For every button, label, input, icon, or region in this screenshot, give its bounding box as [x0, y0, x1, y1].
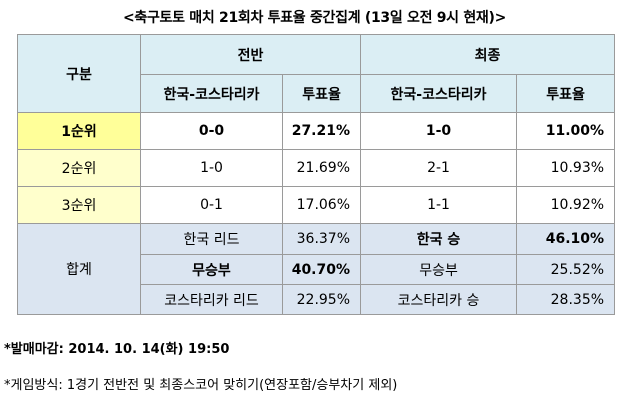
table-row: 무승부 40.70% 무승부 25.52% [18, 254, 616, 285]
table-row: 합계 한국 리드 36.37% 한국 승 46.10% [17, 223, 616, 315]
half-total-rate: 36.37% [281, 223, 362, 255]
half-total-label: 코스타리카 리드 [140, 284, 283, 315]
final-total-label: 무승부 [360, 254, 518, 285]
half-total-rate: 40.70% [281, 254, 362, 285]
header-half-score: 한국-코스타리카 [140, 74, 283, 113]
header-final: 최종 [360, 34, 616, 75]
final-score: 1-0 [360, 112, 518, 150]
half-rate: 21.69% [281, 149, 362, 187]
header-final-rate: 투표율 [516, 74, 616, 113]
half-total-label: 한국 리드 [140, 223, 283, 255]
final-rate: 10.93% [516, 149, 616, 187]
final-score: 2-1 [360, 149, 518, 187]
final-total-label: 한국 승 [360, 223, 518, 255]
final-total-rate: 28.35% [516, 284, 616, 315]
table-row: 3순위 0-1 17.06% 1-1 10.92% [17, 186, 616, 224]
rank-label: 3순위 [17, 186, 141, 224]
header-first-half: 전반 [139, 34, 362, 75]
header-half-rate: 투표율 [281, 74, 362, 113]
final-total-label: 코스타리카 승 [360, 284, 518, 315]
final-rate: 11.00% [516, 112, 616, 150]
vote-rate-table: 구분 전반 최종 한국-코스타리카 투표율 한국-코스타리카 투표율 1순위 0… [17, 34, 616, 315]
half-score: 0-1 [140, 186, 283, 224]
rank-label: 2순위 [17, 149, 141, 187]
half-score: 0-0 [140, 112, 283, 150]
final-score: 1-1 [360, 186, 518, 224]
deadline-note: *발매마감: 2014. 10. 14(화) 19:50 [4, 342, 230, 357]
final-total-rate: 25.52% [516, 254, 616, 285]
header-category: 구분 [17, 34, 141, 113]
final-total-rate: 46.10% [516, 223, 616, 255]
table-row: 1순위 0-0 27.21% 1-0 11.00% [17, 112, 616, 150]
header-final-score: 한국-코스타리카 [360, 74, 518, 113]
half-total-label: 무승부 [140, 254, 283, 285]
rank-label: 1순위 [17, 112, 141, 150]
table-row: 2순위 1-0 21.69% 2-1 10.93% [17, 149, 616, 187]
game-method-note: *게임방식: 1경기 전반전 및 최종스코어 맞히기(연장포함/승부차기 제외) [4, 378, 398, 393]
half-rate: 17.06% [281, 186, 362, 224]
half-rate: 27.21% [281, 112, 362, 150]
table-row: 코스타리카 리드 22.95% 코스타리카 승 28.35% [18, 284, 616, 315]
half-total-rate: 22.95% [281, 284, 362, 315]
half-score: 1-0 [140, 149, 283, 187]
total-label: 합계 [17, 223, 141, 315]
page-title: <축구토토 매치 21회차 투표율 중간집계 (13일 오전 9시 현재)> [122, 10, 507, 26]
final-rate: 10.92% [516, 186, 616, 224]
